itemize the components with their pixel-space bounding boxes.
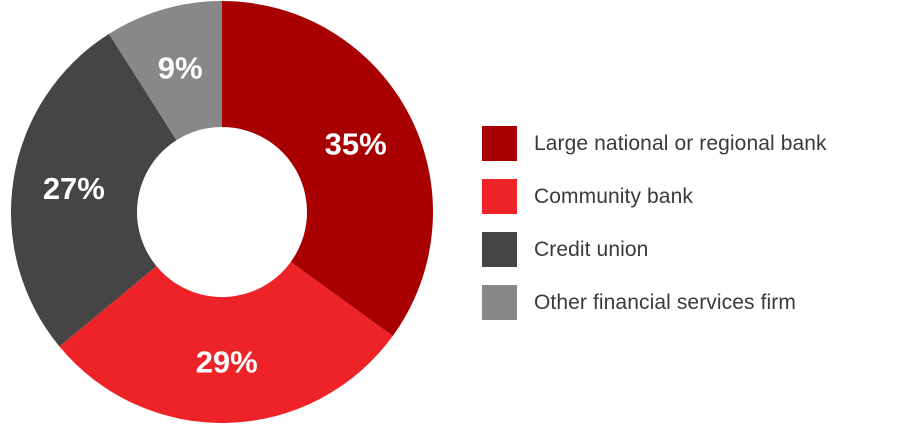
chart-legend: Large national or regional bank Communit… bbox=[482, 126, 897, 338]
donut-slice-other-firm bbox=[108, 0, 222, 141]
donut-chart-svg: 35% 29% 27% 9% bbox=[10, 0, 433, 423]
slice-label-credit-union: 27% bbox=[43, 171, 105, 206]
donut-slice-credit-union bbox=[10, 33, 177, 347]
donut-slice-large-bank bbox=[222, 1, 433, 337]
legend-item-other-firm: Other financial services firm bbox=[482, 285, 897, 320]
legend-label-community-bank: Community bank bbox=[534, 184, 693, 208]
slice-label-community-bank: 29% bbox=[196, 344, 258, 379]
legend-item-credit-union: Credit union bbox=[482, 232, 897, 267]
legend-swatch-other-firm bbox=[482, 285, 517, 320]
slice-label-large-bank: 35% bbox=[325, 126, 387, 161]
legend-swatch-credit-union bbox=[482, 232, 517, 267]
slice-label-other-firm: 9% bbox=[158, 50, 203, 85]
donut-slice-community-bank bbox=[59, 261, 393, 423]
legend-label-other-firm: Other financial services firm bbox=[534, 290, 796, 314]
legend-item-community-bank: Community bank bbox=[482, 179, 897, 214]
legend-label-credit-union: Credit union bbox=[534, 237, 649, 261]
legend-label-large-bank: Large national or regional bank bbox=[534, 131, 827, 155]
legend-swatch-community-bank bbox=[482, 179, 517, 214]
legend-swatch-large-bank bbox=[482, 126, 517, 161]
legend-item-large-bank: Large national or regional bank bbox=[482, 126, 897, 161]
